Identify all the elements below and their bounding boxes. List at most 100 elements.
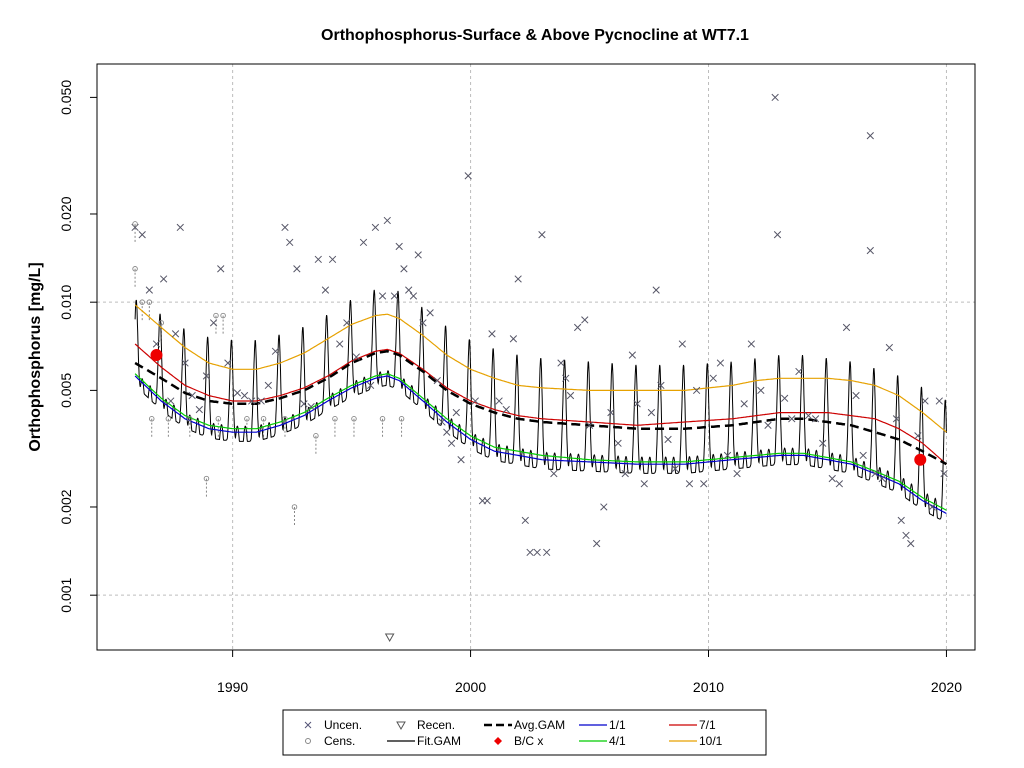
x-axis: 1990 2000 2010 2020 [217, 649, 962, 695]
uncensored-point [409, 292, 418, 300]
grid [97, 64, 975, 650]
uncensored-point [652, 286, 660, 294]
uncensored-point [257, 397, 265, 405]
censored-point [158, 320, 164, 326]
uncensored-point [811, 415, 820, 423]
series-lines [134, 289, 948, 520]
uncensored-point [835, 480, 844, 488]
legend-series-1-1: 1/1 [579, 718, 626, 732]
y-tick-label: 0.005 [58, 373, 74, 408]
censored-point [213, 312, 219, 319]
censored-point [282, 416, 288, 422]
uncensored-point [233, 389, 242, 397]
chart-title: Orthophosphorus-Surface & Above Pycnocli… [321, 27, 749, 44]
uncensored-point [414, 251, 422, 259]
uncensored-point [471, 397, 479, 405]
legend-censored-label: Cens. [324, 734, 355, 748]
legend-series-4-1: 4/1 [579, 734, 626, 748]
legend-recensored-label: Recen. [417, 718, 455, 732]
uncensored-point [286, 238, 294, 247]
uncensored-point [533, 548, 541, 557]
uncensored-point [614, 439, 622, 447]
uncensored-point [171, 330, 180, 338]
uncensored-point [321, 286, 330, 294]
censored-point [398, 416, 405, 422]
uncensored-point [366, 381, 375, 390]
uncensored-point [495, 397, 503, 405]
uncensored-point [426, 309, 434, 317]
bc-point [914, 453, 927, 466]
censored-point [220, 312, 226, 319]
uncensored-point [866, 132, 874, 140]
uncensored-point [217, 265, 225, 273]
legend-fit-gam-label: Fit.GAM [417, 734, 461, 748]
uncensored-point [757, 386, 765, 395]
uncensored-point [202, 372, 211, 380]
censored-point [148, 416, 155, 422]
uncensored-point [209, 319, 218, 327]
legend-recensored-symbol [396, 721, 406, 731]
uncensored-point [181, 359, 189, 367]
y-tick-label: 0.020 [58, 196, 74, 231]
uncensored-point [678, 340, 686, 348]
uncensored-point [628, 351, 637, 359]
uncensored-point [788, 415, 796, 423]
uncensored-point [885, 343, 893, 352]
uncensored-point [671, 465, 679, 473]
legend-recensored: Recen. [396, 718, 455, 732]
censored-point [313, 433, 319, 439]
uncensored-point [300, 400, 308, 408]
uncensored-point [892, 415, 901, 423]
y-tick-label: 0.001 [58, 577, 74, 612]
uncensored-point [405, 286, 413, 294]
avg-gam-line [134, 350, 948, 466]
uncensored-point [352, 353, 361, 361]
y-tick-label: 0.002 [58, 489, 74, 524]
series-10-1-line [134, 304, 947, 433]
uncensored-point [685, 480, 694, 488]
legend-uncensored: Uncen. [304, 718, 362, 732]
censored-whiskers [134, 223, 403, 527]
uncensored-point [328, 255, 337, 264]
x-tick-label: 2000 [455, 679, 486, 695]
uncensored-point [526, 548, 534, 557]
uncensored-point [378, 292, 387, 300]
uncensored-point [866, 246, 874, 255]
uncensored-point [264, 381, 272, 390]
uncensored-point [573, 323, 582, 332]
uncensored-point [940, 469, 948, 478]
legend-bc: B/C x [494, 734, 543, 748]
uncensored-point [488, 330, 496, 338]
uncensored-point [514, 275, 522, 283]
uncensored-point [400, 265, 408, 273]
legend-censored: Cens. [305, 734, 355, 748]
x-tick-label: 2020 [931, 679, 962, 695]
censored-point [132, 221, 138, 227]
uncensored-point [343, 319, 351, 327]
uncensored-point [307, 402, 315, 411]
uncensored-point [640, 480, 648, 488]
series-1-1-line [134, 375, 947, 515]
uncensored-point [336, 340, 344, 348]
censored-point [379, 416, 386, 422]
y-tick-label: 0.010 [58, 284, 74, 319]
plot-border [96, 63, 976, 651]
uncensored-point [633, 400, 641, 408]
censored-point [139, 299, 145, 305]
uncensored-point [842, 323, 851, 332]
uncensored-point [562, 374, 570, 382]
uncensored-point [433, 376, 441, 385]
uncensored-point [723, 451, 732, 460]
uncensored-point [371, 223, 380, 232]
legend-censored-symbol [305, 738, 311, 744]
censored-point [351, 416, 357, 422]
legend-uncensored-symbol [304, 721, 312, 729]
legend-series-10-1-label: 10/1 [699, 734, 723, 748]
uncensored-point [935, 397, 943, 405]
uncensored-point [483, 497, 491, 505]
legend: Uncen. Cens. Recen. Fit.GAM Avg.GAM B/C x 1/1 4… [282, 709, 767, 756]
uncensored-point [914, 432, 922, 440]
uncensored-point [138, 231, 146, 239]
data-points [131, 93, 948, 642]
